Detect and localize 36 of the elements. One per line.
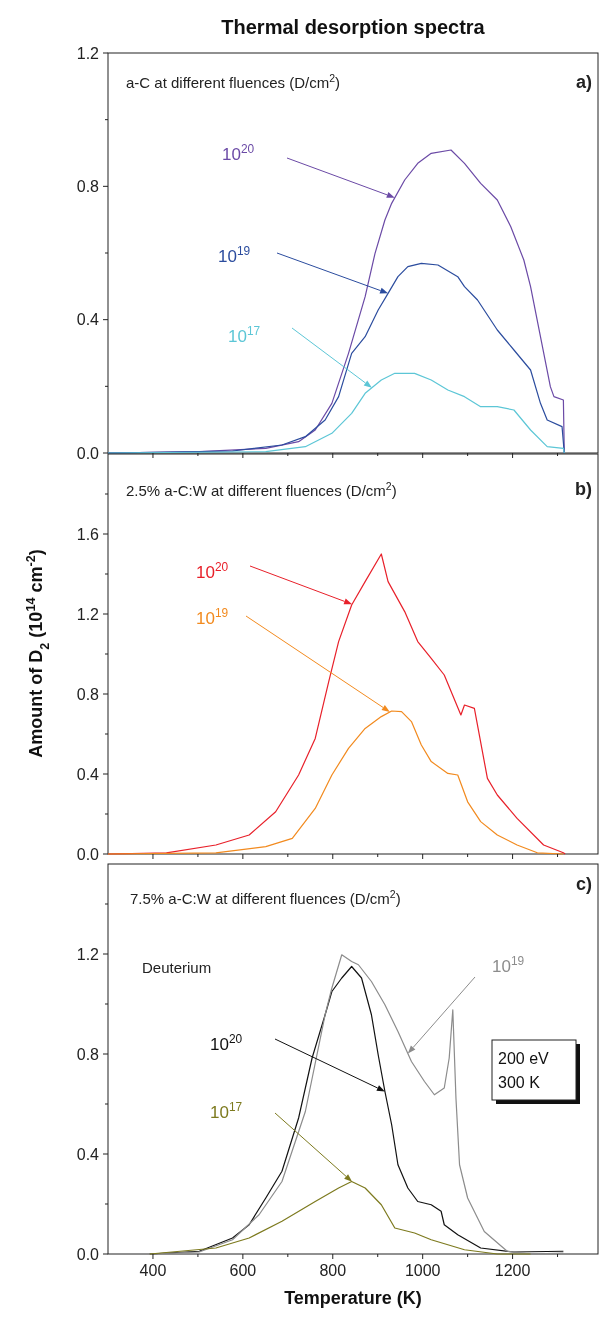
x-tick-label: 1200 <box>494 1262 531 1279</box>
x-tick-label: 1000 <box>404 1262 441 1279</box>
y-tick-label: 0.4 <box>76 311 100 329</box>
y-tick-label: 0.0 <box>76 845 100 863</box>
x-tick-label: 600 <box>229 1262 257 1279</box>
y-tick-label: 1.2 <box>76 44 100 62</box>
x-tick-label: 800 <box>319 1262 347 1279</box>
y-tick-label: 0.0 <box>76 444 100 462</box>
annotation: a-C at different fluences (D/cm$^{2}$) <box>126 72 340 91</box>
text: 10$^{20}$ <box>210 1032 243 1054</box>
annotation: a) <box>575 72 592 92</box>
y-tick-label: 1.2 <box>76 945 100 963</box>
y-tick-label: 1.6 <box>76 525 100 543</box>
annotation: b) <box>575 479 592 499</box>
annotation: 7.5% a-C:W at different fluences (D/cm$^{2}$) <box>130 888 401 907</box>
x-axis-title: Temperature (K) <box>284 1288 422 1308</box>
text: 10$^{17}$ <box>228 324 261 346</box>
chart-title: Thermal desorption spectra <box>221 16 486 38</box>
annotation: Deuterium <box>142 959 212 976</box>
y-tick-label: 0.4 <box>76 1145 100 1163</box>
text: 10$^{20}$ <box>196 560 229 582</box>
x-tick-label: 400 <box>139 1262 167 1279</box>
y-tick-label: 0.8 <box>76 1045 100 1063</box>
text: 10$^{19}$ <box>492 954 525 976</box>
y-tick-label: 1.2 <box>76 605 100 623</box>
annotation: 200 eV 300 K <box>498 1050 550 1091</box>
y-tick-label: 0.8 <box>76 685 100 703</box>
y-tick-label: 0.0 <box>76 1245 100 1263</box>
text: 10$^{19}$ <box>196 606 229 628</box>
text: 10$^{19}$ <box>218 244 251 266</box>
text: 10$^{20}$ <box>222 142 255 164</box>
y-tick-label: 0.8 <box>76 177 100 195</box>
annotation: c) <box>575 874 592 894</box>
y-tick-label: 0.4 <box>76 765 100 783</box>
text: 10$^{17}$ <box>210 1100 243 1122</box>
annotation: 2.5% a-C:W at different fluences (D/cm$^{2}$) <box>126 480 397 499</box>
